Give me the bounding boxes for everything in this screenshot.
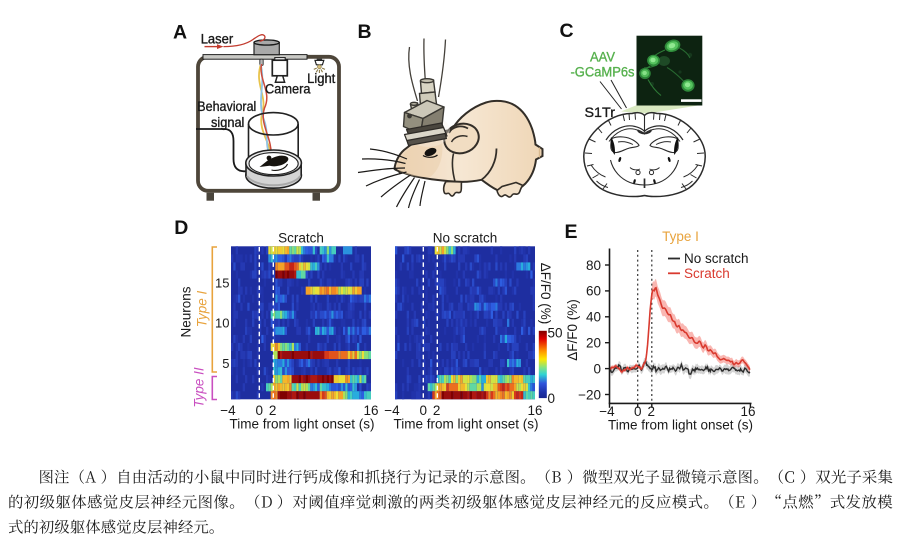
svg-text:0: 0 <box>634 404 642 419</box>
svg-text:S1Tr: S1Tr <box>585 105 616 120</box>
svg-text:ΔF/F0 (%): ΔF/F0 (%) <box>538 263 553 325</box>
svg-text:0: 0 <box>548 391 556 406</box>
svg-text:ΔF/F0 (%): ΔF/F0 (%) <box>565 299 580 361</box>
svg-text:0: 0 <box>593 361 601 376</box>
svg-text:B: B <box>358 21 372 43</box>
svg-text:E: E <box>565 221 578 243</box>
svg-text:Scratch: Scratch <box>684 266 730 281</box>
svg-text:2: 2 <box>433 403 441 418</box>
svg-text:−4: −4 <box>384 403 400 418</box>
svg-text:16: 16 <box>363 403 378 418</box>
svg-text:0: 0 <box>420 403 428 418</box>
svg-text:Light: Light <box>307 71 335 86</box>
svg-text:C: C <box>560 20 574 42</box>
svg-text:16: 16 <box>740 404 755 419</box>
svg-text:10: 10 <box>215 316 229 331</box>
svg-text:AAV: AAV <box>590 50 615 65</box>
svg-text:Scratch: Scratch <box>278 231 324 246</box>
svg-text:No scratch: No scratch <box>684 251 749 266</box>
svg-text:−4: −4 <box>599 404 615 419</box>
svg-text:Neurons: Neurons <box>179 286 194 337</box>
svg-text:−4: −4 <box>220 403 236 418</box>
svg-text:50: 50 <box>548 326 563 341</box>
svg-text:2: 2 <box>269 403 277 418</box>
svg-text:Type II: Type II <box>192 367 207 408</box>
svg-text:Camera: Camera <box>265 81 311 96</box>
svg-text:5: 5 <box>222 356 229 371</box>
svg-text:2: 2 <box>647 404 655 419</box>
svg-text:Type I: Type I <box>195 290 210 327</box>
svg-text:0: 0 <box>256 403 264 418</box>
svg-text:Time from light onset (s): Time from light onset (s) <box>393 417 538 432</box>
svg-text:D: D <box>174 217 188 239</box>
svg-text:40: 40 <box>586 310 601 325</box>
svg-text:-GCaMP6s: -GCaMP6s <box>571 65 635 80</box>
svg-text:15: 15 <box>215 276 229 291</box>
svg-text:signal: signal <box>211 115 244 130</box>
svg-text:Behavioral: Behavioral <box>197 99 256 114</box>
svg-text:16: 16 <box>527 403 542 418</box>
svg-text:Time from light onset (s): Time from light onset (s) <box>608 418 753 433</box>
svg-text:−20: −20 <box>578 387 601 402</box>
svg-text:20: 20 <box>586 336 601 351</box>
svg-text:Laser: Laser <box>201 32 234 47</box>
svg-text:Time from light onset (s): Time from light onset (s) <box>229 417 374 432</box>
svg-text:No scratch: No scratch <box>433 231 498 246</box>
svg-text:80: 80 <box>586 258 601 273</box>
svg-text:Type I: Type I <box>662 229 699 244</box>
svg-text:60: 60 <box>586 284 601 299</box>
svg-text:A: A <box>173 22 187 44</box>
